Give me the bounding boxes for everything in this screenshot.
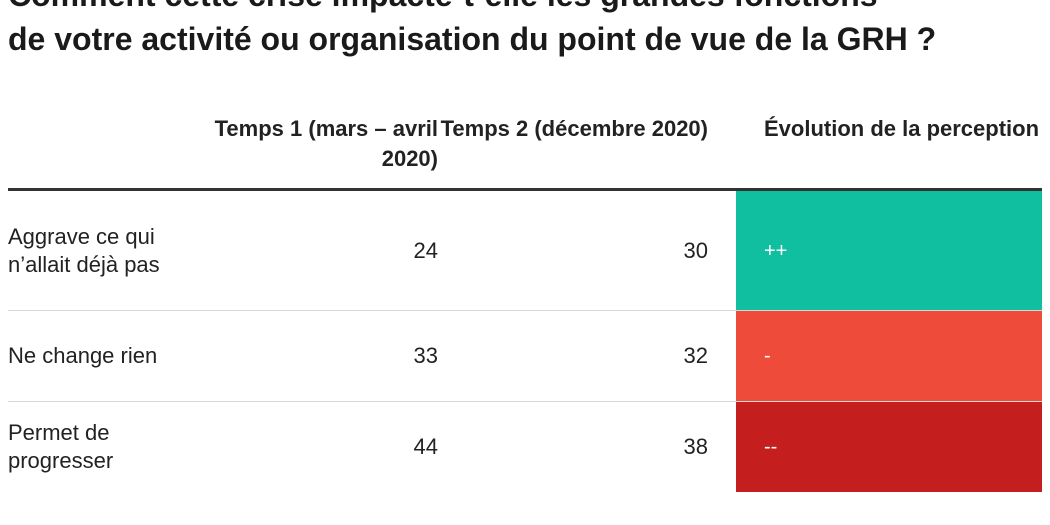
cell-evolution: - [736, 310, 1042, 402]
row-label: Permet de progresser [8, 402, 178, 493]
title-line-1: Comment cette crise impacte-t-elle les g… [8, 0, 1048, 17]
header-temps-1: Temps 1 (mars – avril 2020) [178, 108, 438, 191]
row-label-text: Aggrave ce qui n’allait déjà pas [8, 223, 160, 277]
header-label [8, 108, 178, 191]
header-evolution: Évolution de la perception [736, 108, 1042, 191]
row-label-text: Permet de progresser [8, 420, 114, 473]
table-row: Ne change rien 33 32 - [8, 310, 1042, 402]
cell-temps-1: 24 [178, 189, 438, 311]
cell-temps-2: 30 [438, 189, 736, 311]
table-row: Aggrave ce qui n’allait déjà pas 24 30 +… [8, 189, 1042, 311]
header-row: Temps 1 (mars – avril 2020) Temps 2 (déc… [8, 108, 1042, 191]
title-line-2: de votre activité ou organisation du poi… [8, 21, 937, 57]
header-temps-2: Temps 2 (décembre 2020) [438, 108, 736, 191]
data-table: Temps 1 (mars – avril 2020) Temps 2 (déc… [8, 108, 1042, 492]
cell-evolution: -- [736, 401, 1042, 492]
row-label: Aggrave ce qui n’allait déjà pas [8, 189, 178, 311]
cell-temps-1: 33 [178, 310, 438, 402]
cell-temps-1: 44 [413, 434, 438, 459]
cell-temps-2: 32 [438, 310, 736, 402]
row-label-text: Ne change rien [8, 343, 158, 368]
chart-title: Comment cette crise impacte-t-elle les g… [8, 0, 1048, 61]
cell-temps-2: 38 [683, 434, 708, 459]
row-label: Ne change rien [8, 310, 178, 402]
cell-evolution: ++ [736, 189, 1042, 311]
table-row: Permet de progresser 44 38 -- [8, 401, 1042, 493]
